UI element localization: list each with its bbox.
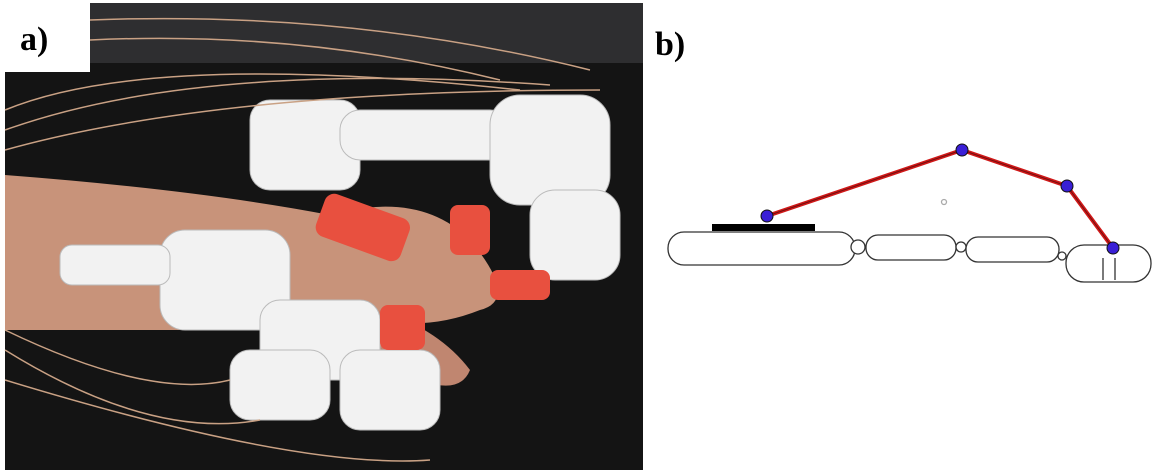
diagram: b) (655, 26, 1151, 282)
figure: a) b) (0, 0, 1157, 472)
figure-svg: a) b) (0, 0, 1157, 472)
panel-label: a) (20, 21, 48, 58)
photo: a) (5, 3, 643, 470)
panel-label: b) (655, 26, 685, 63)
